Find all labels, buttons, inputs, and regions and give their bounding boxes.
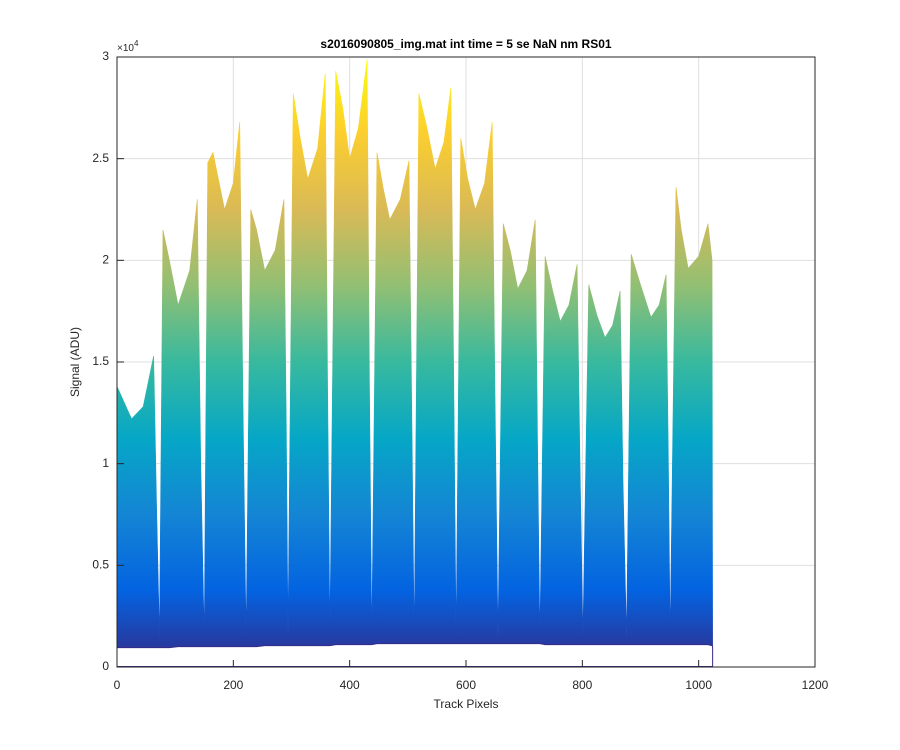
x-tick-label: 400	[340, 678, 360, 692]
y-multiplier-exponent: 4	[134, 39, 139, 48]
y-tick-label: 0.5	[92, 558, 109, 572]
y-tick-label: 2.5	[92, 151, 109, 165]
y-tick-label: 1	[102, 456, 109, 470]
signal-area	[116, 58, 713, 668]
signal-floor	[116, 643, 714, 667]
y-tick-label: 0	[102, 659, 109, 673]
x-tick-label: 200	[223, 678, 243, 692]
y-tick-label: 2	[102, 253, 109, 267]
chart-title: s2016090805_img.mat int time = 5 se NaN …	[320, 37, 611, 51]
x-axis-label: Track Pixels	[434, 697, 499, 711]
x-tick-label: 800	[572, 678, 592, 692]
x-tick-label: 0	[114, 678, 121, 692]
y-multiplier: ×104	[117, 39, 139, 54]
x-tick-label: 600	[456, 678, 476, 692]
y-multiplier-base: ×10	[117, 43, 134, 54]
x-tick-label: 1200	[802, 678, 829, 692]
y-axis-label: Signal (ADU)	[68, 327, 82, 397]
y-tick-label: 3	[102, 49, 109, 63]
x-tick-label: 1000	[685, 678, 712, 692]
y-tick-label: 1.5	[92, 354, 109, 368]
